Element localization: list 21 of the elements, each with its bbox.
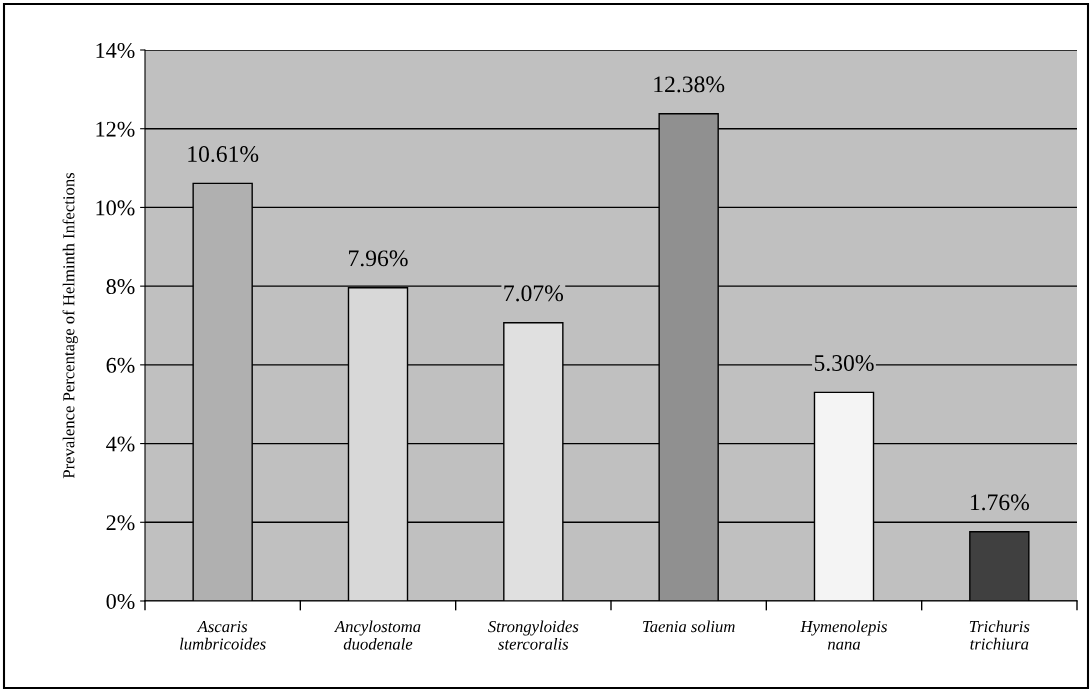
- data-label: 5.30%: [814, 355, 874, 372]
- x-tick-label: Strongyloides stercoralis: [488, 620, 579, 650]
- x-tick-label: Trichuris trichiura: [969, 620, 1030, 650]
- y-tick-label: 4%: [106, 436, 135, 452]
- y-tick-label: 6%: [106, 357, 135, 373]
- y-tick-label: 0%: [106, 593, 135, 609]
- data-label: 7.07%: [504, 285, 564, 302]
- data-label: 7.96%: [349, 250, 408, 267]
- y-tick-label: 10%: [96, 200, 135, 216]
- x-tick-label: Ancylostoma duodenale: [334, 620, 421, 650]
- x-tick-label: Taenia solium: [643, 620, 735, 633]
- y-tick-label: 14%: [96, 42, 135, 58]
- data-label: 12.38%: [654, 76, 725, 93]
- x-tick-label: Ascaris lumbricoides: [180, 620, 266, 650]
- y-axis-title: Prevalence Percentage of Helminth Infections: [62, 172, 78, 479]
- data-label: 10.61%: [188, 146, 259, 163]
- y-tick-label: 12%: [96, 121, 135, 137]
- y-tick-label: 8%: [106, 279, 135, 295]
- y-tick-label: 2%: [106, 515, 135, 531]
- x-tick-label: Hymenolepis nana: [800, 620, 887, 650]
- data-label: 1.76%: [970, 494, 1030, 511]
